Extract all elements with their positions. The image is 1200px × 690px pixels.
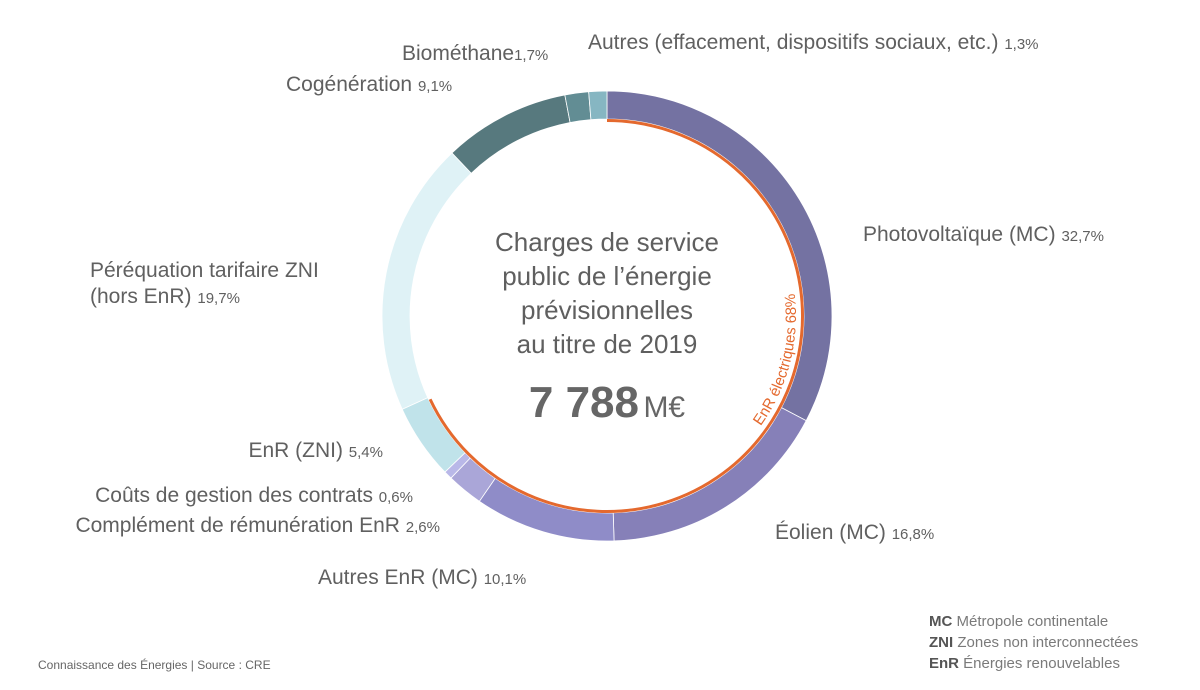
chart-title: Charges de service public de l’énergie p… [457,225,757,361]
legend-abbr: EnR [929,655,959,672]
donut-slices [381,90,833,542]
legend-meaning: Zones non interconnectées [957,634,1139,651]
label-pct: 32,7% [1061,228,1104,245]
label-text: Photovoltaïque (MC) [863,223,1056,246]
label-text: Autres EnR (MC) [318,566,478,589]
label-pct: 1,7% [514,47,549,64]
label-pct: 2,6% [405,519,440,536]
title-line: prévisionnelles [521,295,693,325]
abbreviation-legend: MC Métropole continentale ZNI Zones non … [929,611,1138,674]
label-text: Biométhane [402,42,515,65]
label-perequation: Péréquation tarifaire ZNI (hors EnR) 19,… [90,258,319,312]
legend-abbr: MC [929,613,953,630]
label-eolien: Éolien (MC) 16,8% [775,520,934,548]
total-number: 7 788 [528,378,639,427]
label-pct: 9,1% [417,78,453,95]
label-pct: 5,4% [348,444,383,461]
label-pct: 10,1% [483,571,527,588]
label-pct: 19,7% [197,290,240,307]
label-autres: Autres (effacement, dispositifs sociaux,… [588,30,1039,58]
donut-slice [588,90,608,121]
label-text: (hors EnR) [90,285,192,308]
enr-electriques-arc [428,119,804,513]
source-footer: Connaissance des Énergies | Source : CRE [38,658,271,672]
total-unit: M€ [643,391,686,424]
label-text: Autres (effacement, dispositifs sociaux,… [588,31,999,54]
label-text: Éolien (MC) [775,521,886,544]
label-enr-zni: EnR (ZNI) 5,4% [248,438,383,466]
label-photovoltaique: Photovoltaïque (MC) 32,7% [863,222,1104,250]
label-text: Péréquation tarifaire ZNI [90,259,319,282]
label-pct: 0,6% [378,489,413,506]
label-text: EnR (ZNI) [248,439,343,462]
title-line: Charges de service [495,227,719,257]
legend-meaning: Métropole continentale [956,613,1109,630]
label-pct: 16,8% [891,526,935,543]
legend-item: MC Métropole continentale [929,611,1138,632]
label-biomethane: Biométhane1,7% [402,41,548,69]
label-text: Coûts de gestion des contrats [95,484,373,507]
label-cogeneration: Cogénération 9,1% [286,72,452,100]
total-value: 7 788 M€ [457,378,757,428]
label-text: Cogénération [286,73,413,96]
label-pct: 1,3% [1004,36,1039,53]
label-text: Complément de rémunération EnR [75,514,400,537]
legend-item: EnR Énergies renouvelables [929,653,1138,674]
legend-meaning: Énergies renouvelables [963,655,1120,672]
donut-slice [451,94,571,174]
legend-abbr: ZNI [929,634,954,651]
label-couts-gestion: Coûts de gestion des contrats 0,6% [95,483,413,511]
title-line: public de l’énergie [502,261,712,291]
label-complement-remuneration: Complément de rémunération EnR 2,6% [75,513,440,541]
label-autres-enr-mc: Autres EnR (MC) 10,1% [318,565,526,593]
legend-item: ZNI Zones non interconnectées [929,632,1138,653]
title-line: au titre de 2019 [516,329,698,359]
